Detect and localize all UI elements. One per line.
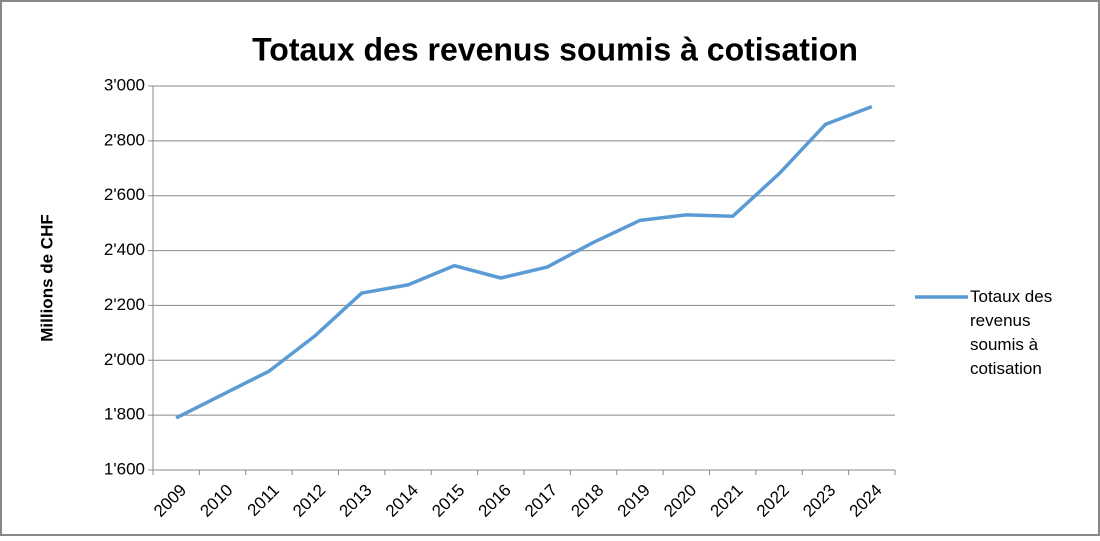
y-tick-label: 2'800 (104, 130, 145, 149)
y-tick-label: 2'600 (104, 185, 145, 204)
series-line (175, 104, 873, 420)
legend-box: Totaux des revenus soumis à cotisation (970, 287, 1053, 378)
y-tick-label: 1'600 (104, 459, 145, 478)
y-tick-label: 2'400 (104, 240, 145, 259)
y-tick-label: 2'000 (104, 350, 145, 369)
legend-label: Totaux des revenus soumis à cotisation (970, 287, 1053, 378)
y-tick-label: 2'200 (104, 295, 145, 314)
y-tick-label: 3'000 (104, 75, 145, 94)
y-axis-label: Millions de CHF (37, 214, 56, 342)
y-tick-label: 1'800 (104, 405, 145, 424)
chart-title: Totaux des revenus soumis à cotisation (252, 31, 858, 67)
